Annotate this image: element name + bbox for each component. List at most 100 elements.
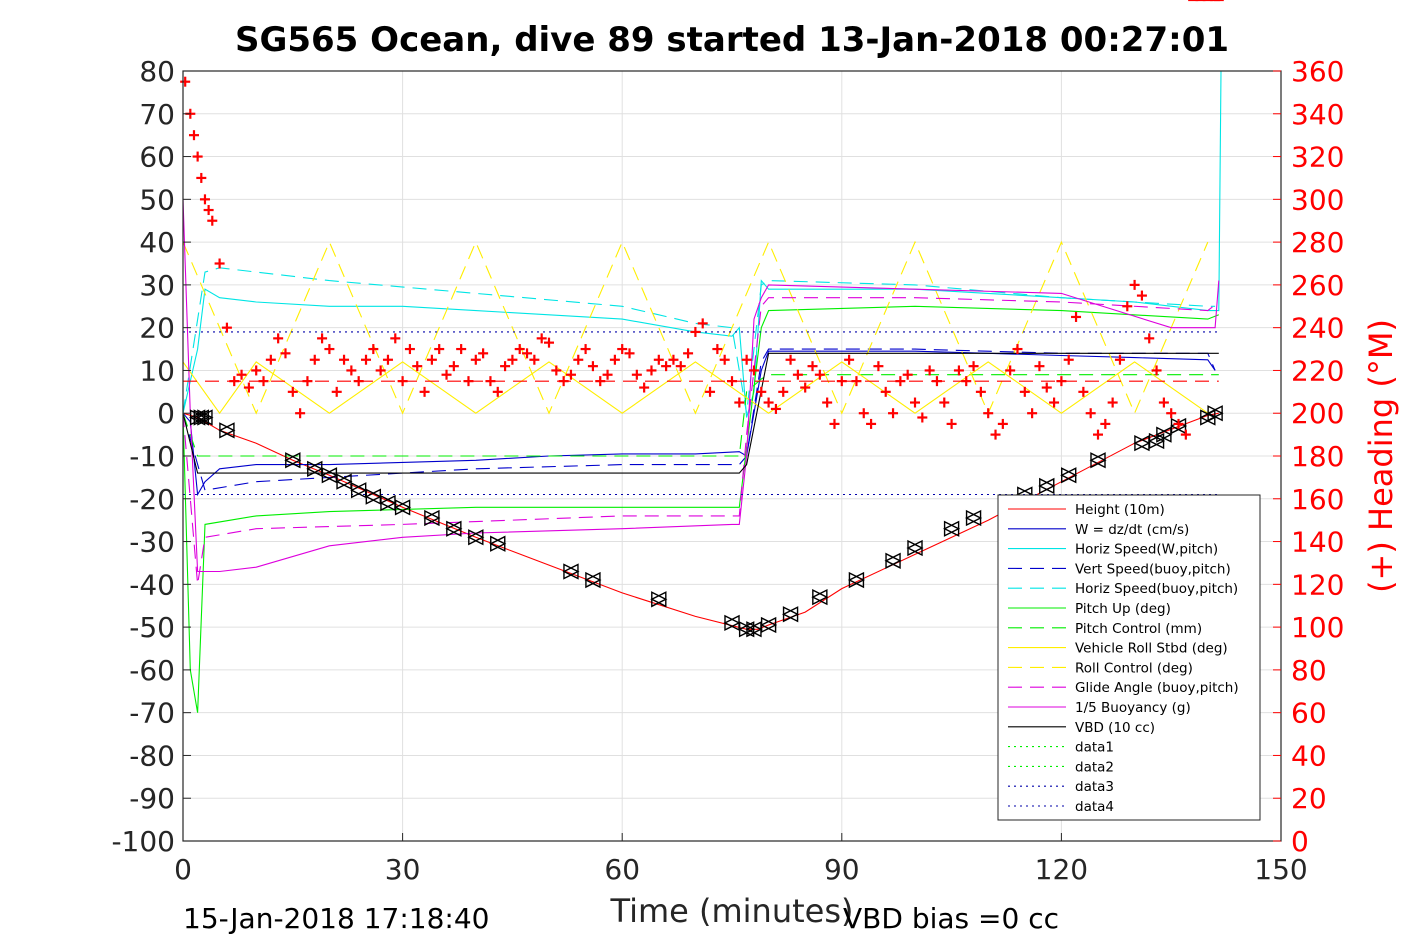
heading-point-73 xyxy=(690,326,701,337)
heading-point-137 xyxy=(1158,397,1169,408)
heading-point-13 xyxy=(251,365,262,376)
legend-item-6: Pitch Control (mm) xyxy=(1008,621,1202,637)
heading-point-76 xyxy=(712,344,723,355)
legend-item-4: Horiz Speed(buoy,pitch) xyxy=(1008,581,1238,597)
heading-point-68 xyxy=(653,354,664,365)
legend-item-15: data4 xyxy=(1008,799,1114,815)
heading-point-130 xyxy=(1107,397,1118,408)
heading-point-29 xyxy=(368,344,379,355)
series-line-6 xyxy=(182,374,1219,457)
legend-label-9: Glide Angle (buoy,pitch) xyxy=(1075,680,1239,696)
heading-point-35 xyxy=(412,361,423,372)
heading-point-28 xyxy=(361,354,371,365)
heading-point-140 xyxy=(1180,429,1191,440)
heading-point-31 xyxy=(382,354,393,365)
x-axis-label: Time (minutes) xyxy=(610,892,854,930)
heading-point-20 xyxy=(302,376,313,387)
right-tick-label-0: 360 xyxy=(1291,55,1344,88)
legend-item-10: 1/5 Buoyancy (g) xyxy=(1008,700,1191,716)
triangle-marker-39 xyxy=(1206,405,1224,422)
right-tick-label-12: 120 xyxy=(1291,568,1344,601)
heading-point-98 xyxy=(873,361,884,372)
right-tick-label-13: 100 xyxy=(1291,611,1344,644)
heading-point-90 xyxy=(814,369,825,380)
legend-label-15: data4 xyxy=(1075,799,1114,815)
heading-point-139 xyxy=(1173,418,1184,429)
triangle-marker-25 xyxy=(847,571,866,589)
heading-point-16 xyxy=(273,333,284,344)
legend-label-4: Horiz Speed(buoy,pitch) xyxy=(1075,581,1238,597)
right-tick-label-14: 80 xyxy=(1291,654,1327,687)
heading-point-100 xyxy=(888,408,899,419)
heading-point-0 xyxy=(180,76,191,87)
triangle-marker-22 xyxy=(760,616,778,634)
right-tick-label-3: 300 xyxy=(1291,183,1344,216)
right-tick-label-8: 200 xyxy=(1291,397,1344,430)
left-tick-label-15: -70 xyxy=(129,697,175,730)
heading-point-62 xyxy=(609,354,620,365)
heading-point-108 xyxy=(946,418,957,429)
left-tick-label-11: -30 xyxy=(129,526,175,559)
legend-box xyxy=(997,494,1261,821)
triangle-marker-26 xyxy=(884,552,902,569)
triangle-marker-7 xyxy=(335,473,353,490)
right-tick-label-1: 340 xyxy=(1291,98,1344,131)
legend: Height (10m) W = dz/dt (cm/s) Horiz Speed(… xyxy=(997,494,1261,821)
x-tick-label-2: 60 xyxy=(604,853,640,886)
heading-point-120 xyxy=(1034,361,1045,372)
right-axis-ticks: 3603403203002802602402202001801601401201… xyxy=(1273,55,1344,858)
heading-point-54 xyxy=(551,365,562,376)
heading-point-79 xyxy=(734,397,745,408)
x-tick-label-5: 150 xyxy=(1254,853,1307,886)
heading-point-49 xyxy=(514,344,525,355)
left-axis-ticks: 80 70 60 50 40 30 20 10 0 -10 -20 -30 -40 -50 -60 -70 -8… xyxy=(111,55,191,858)
heading-point-122 xyxy=(1049,397,1060,408)
heading-point-22 xyxy=(317,333,328,344)
series-line-10 xyxy=(182,199,1220,573)
heading-point-64 xyxy=(624,348,635,359)
triangle-marker-29 xyxy=(964,509,983,527)
heading-point-91 xyxy=(822,397,833,408)
heading-point-56 xyxy=(565,369,576,380)
heading-point-58 xyxy=(580,344,591,355)
heading-point-12 xyxy=(243,382,254,393)
heading-point-138 xyxy=(1166,408,1177,419)
heading-point-133 xyxy=(1129,279,1140,290)
heading-point-5 xyxy=(199,194,210,205)
x-tick-label-0: 0 xyxy=(174,853,192,886)
heading-point-66 xyxy=(639,382,650,393)
legend-item-9: Glide Angle (buoy,pitch) xyxy=(1008,680,1239,696)
heading-point-92 xyxy=(829,418,840,429)
heading-point-112 xyxy=(975,386,986,397)
legend-label-1: W = dz/dt (cm/s) xyxy=(1075,522,1189,538)
heading-point-99 xyxy=(880,386,891,397)
heading-point-113 xyxy=(983,408,994,419)
heading-point-37 xyxy=(426,354,437,365)
legend-item-0: Height (10m) xyxy=(1008,502,1165,518)
left-tick-label-16: -80 xyxy=(129,739,175,772)
left-tick-label-4: 40 xyxy=(139,226,175,259)
right-tick-label-4: 280 xyxy=(1291,226,1344,259)
left-tick-label-5: 30 xyxy=(139,269,175,302)
heading-point-51 xyxy=(529,354,540,365)
x-axis-ticks: 0 30 60 90 120 150 xyxy=(174,833,1308,886)
triangle-marker-36 xyxy=(1155,426,1173,443)
heading-point-25 xyxy=(339,354,350,365)
legend-label-0: Height (10m) xyxy=(1075,502,1165,518)
left-tick-label-0: 80 xyxy=(139,55,175,88)
legend-item-1: W = dz/dt (cm/s) xyxy=(1008,522,1189,538)
triangle-marker-33 xyxy=(1089,452,1107,469)
heading-point-75 xyxy=(705,386,716,397)
heading-point-89 xyxy=(807,361,818,372)
left-tick-label-8: 0 xyxy=(157,397,175,430)
legend-label-12: data1 xyxy=(1075,740,1114,756)
heading-point-125 xyxy=(1071,311,1082,322)
legend-label-13: data2 xyxy=(1075,759,1114,775)
heading-point-11 xyxy=(236,369,247,380)
left-tick-label-9: -10 xyxy=(129,440,175,473)
left-tick-label-14: -60 xyxy=(129,654,175,687)
triangle-marker-24 xyxy=(811,589,829,606)
heading-point-2 xyxy=(188,130,199,141)
series-line-8 xyxy=(182,240,1209,415)
